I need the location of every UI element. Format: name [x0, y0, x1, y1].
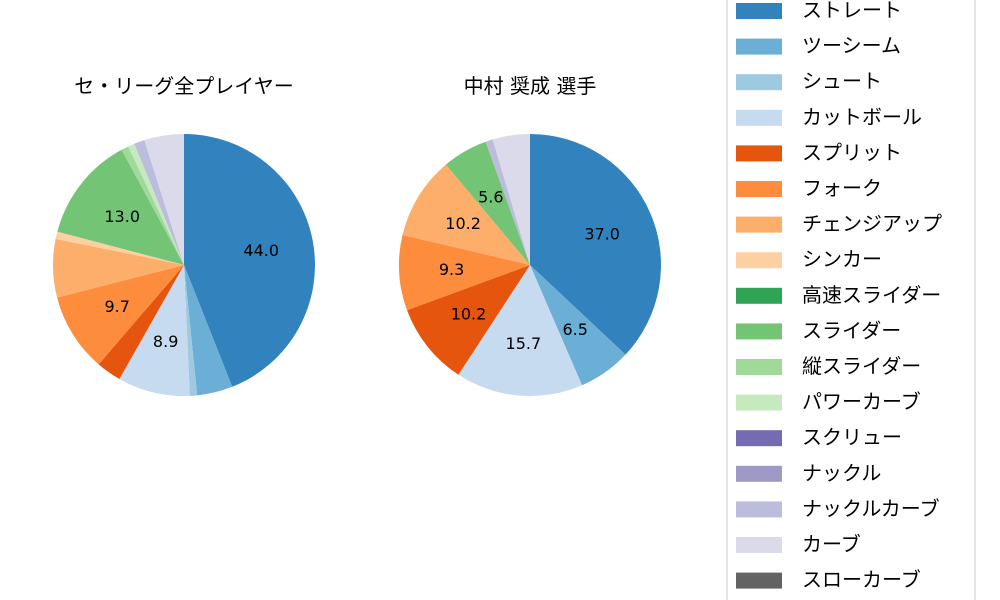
legend-swatch — [736, 394, 782, 411]
legend-item: カットボール — [736, 105, 922, 129]
legend-label: ナックル — [802, 461, 881, 485]
legend-swatch — [736, 3, 782, 19]
legend-swatch — [736, 216, 782, 233]
legend-label: ストレート — [802, 0, 902, 22]
legend-swatch — [736, 501, 782, 518]
legend-item: ストレート — [736, 0, 902, 22]
legend-label: スプリット — [802, 140, 902, 164]
legend-swatch — [736, 38, 782, 55]
legend-swatch — [736, 359, 782, 375]
pie-slice — [184, 134, 315, 387]
pie-slice — [530, 265, 626, 386]
legend-label: 高速スライダー — [802, 283, 941, 307]
pie-chart-1: 44.0 8.9 9.7 13.0 セ・リーグ全プレイヤー — [53, 74, 315, 396]
legend-swatch — [736, 537, 782, 553]
legend-label: チェンジアップ — [802, 212, 942, 236]
legend-item: スクリュー — [736, 425, 902, 449]
legend-item: ナックル — [736, 461, 881, 485]
pie-slice — [407, 265, 530, 375]
legend-item: ツーシーム — [736, 34, 901, 58]
slice-value-label: 9.3 — [439, 260, 464, 279]
pie-slice — [445, 141, 530, 265]
pie-title: セ・リーグ全プレイヤー — [74, 74, 293, 98]
pie-slice — [485, 139, 530, 265]
slice-value-label: 10.2 — [451, 304, 487, 323]
legend-item: カーブ — [736, 532, 861, 556]
pie-slice — [57, 265, 185, 365]
slice-value-label: 6.5 — [562, 320, 587, 339]
pie-slice — [134, 140, 184, 265]
legend-item: パワーカーブ — [736, 390, 921, 414]
legend-item: シュート — [736, 69, 882, 93]
pie-slice — [492, 134, 530, 265]
slice-value-label: 5.6 — [478, 187, 503, 206]
pie-slice — [119, 265, 190, 396]
legend-label: スローカーブ — [802, 568, 921, 592]
pie-slice — [184, 265, 198, 396]
pie-slice — [53, 238, 185, 298]
legend-label: フォーク — [802, 176, 882, 200]
legend-label: スライダー — [802, 318, 901, 342]
legend-swatch — [736, 323, 782, 340]
pie-slice — [398, 234, 530, 311]
legend-frame — [726, 0, 976, 600]
legend-item: スローカーブ — [736, 568, 921, 592]
legend-item: 縦スライダー — [736, 354, 921, 378]
legend-items: ストレートツーシームシュートカットボールスプリットフォークチェンジアップシンカー… — [736, 0, 942, 592]
legend-item: スライダー — [736, 318, 901, 342]
pie-title: 中村 奨成 選手 — [464, 74, 597, 98]
pie-slice — [530, 134, 661, 355]
legend-swatch — [736, 109, 782, 126]
pie-slice — [55, 231, 184, 265]
legend-label: ナックルカーブ — [802, 496, 940, 520]
slice-value-label: 44.0 — [243, 241, 279, 260]
legend-swatch — [736, 572, 782, 589]
slice-value-label: 8.9 — [153, 332, 178, 351]
legend-swatch — [736, 145, 782, 162]
legend-label: ツーシーム — [802, 34, 901, 58]
legend-item: 高速スライダー — [736, 283, 941, 307]
pie-slice — [144, 134, 184, 265]
slice-value-label: 15.7 — [506, 334, 542, 353]
legend-swatch — [736, 287, 782, 304]
legend: ストレートツーシームシュートカットボールスプリットフォークチェンジアップシンカー… — [726, 0, 976, 600]
legend-swatch — [736, 430, 782, 447]
legend-label: 縦スライダー — [802, 354, 921, 378]
slice-value-label: 13.0 — [104, 207, 140, 226]
pie-slice — [402, 164, 530, 265]
legend-item: ナックルカーブ — [736, 496, 940, 520]
legend-swatch — [736, 74, 782, 91]
pie-slice — [98, 265, 184, 379]
legend-label: スクリュー — [802, 425, 902, 449]
legend-swatch — [736, 465, 782, 482]
legend-swatch — [736, 252, 782, 269]
slice-value-label: 9.7 — [105, 297, 130, 316]
pie-slice — [121, 146, 184, 265]
pie-slice — [128, 143, 184, 265]
legend-label: カーブ — [802, 532, 861, 556]
pie-slice — [184, 265, 233, 396]
legend-item: フォーク — [736, 176, 882, 200]
pie-slice — [458, 265, 583, 397]
legend-label: パワーカーブ — [802, 390, 921, 414]
pie-chart-2: 37.0 6.5 15.7 10.2 9.3 10.2 5.6 中村 奨成 選手 — [398, 74, 661, 397]
legend-item: スプリット — [736, 140, 902, 164]
pies-group: 44.0 8.9 9.7 13.0 セ・リーグ全プレイヤー 37.0 6.5 15.7 10.2… — [53, 74, 661, 397]
legend-label: シュート — [802, 69, 882, 93]
legend-label: シンカー — [802, 247, 882, 271]
pie-slice — [57, 149, 184, 265]
slice-value-label: 37.0 — [584, 224, 620, 243]
legend-item: チェンジアップ — [736, 212, 942, 236]
legend-label: カットボール — [802, 105, 922, 129]
legend-item: シンカー — [736, 247, 882, 271]
legend-swatch — [736, 181, 782, 197]
slice-value-label: 10.2 — [445, 214, 481, 233]
